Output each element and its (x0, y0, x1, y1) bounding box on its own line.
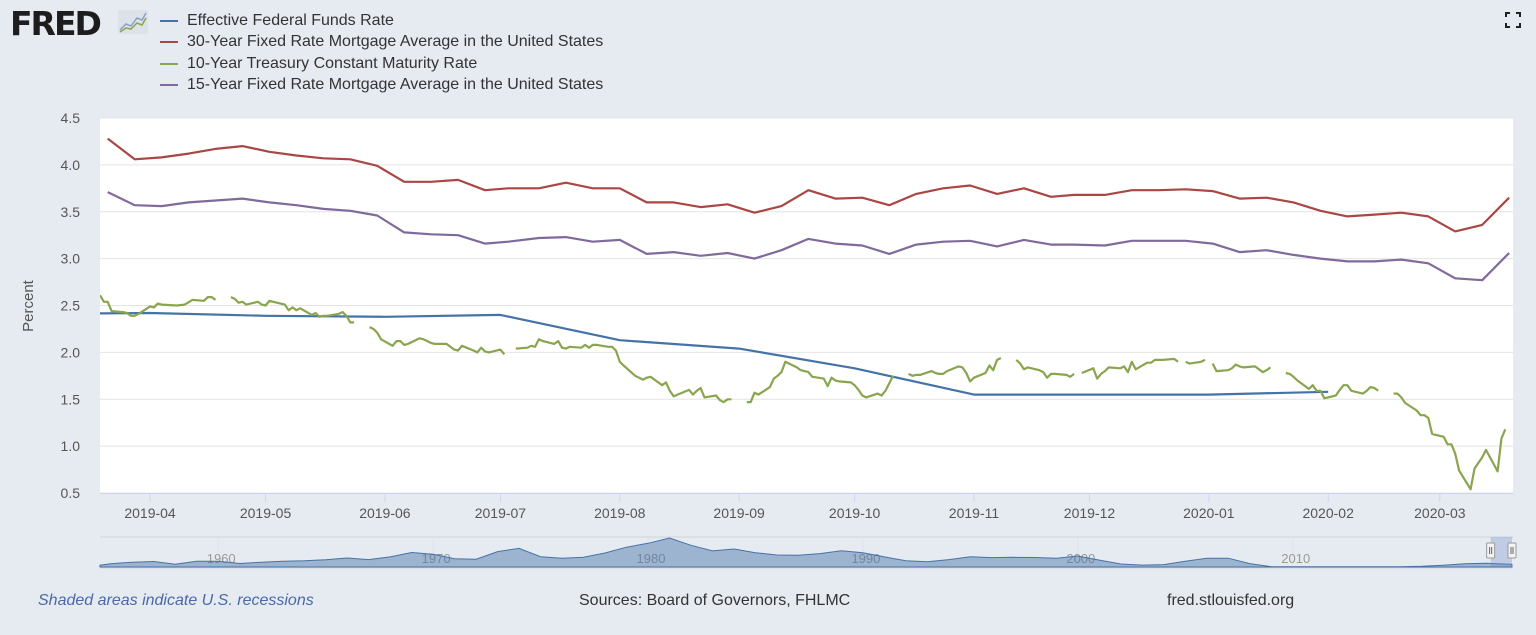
series-treasury-10yr-line[interactable] (100, 294, 1507, 491)
x-tick-label: 2020-01 (1183, 505, 1235, 521)
legend-label: 10-Year Treasury Constant Maturity Rate (187, 54, 478, 72)
navigator-tick-label: 2000 (1066, 551, 1095, 566)
navigator-selection[interactable] (1490, 537, 1512, 567)
chart-legend: Effective Federal Funds Rate 30-Year Fix… (160, 10, 603, 96)
legend-label: 15-Year Fixed Rate Mortgage Average in t… (187, 76, 604, 94)
y-tick-label: 4.5 (61, 110, 81, 126)
navigator-tick-label: 1980 (637, 551, 666, 566)
legend-swatch (160, 62, 178, 65)
navigator-tick-label: 1970 (422, 551, 451, 566)
x-tick-label: 2019-11 (949, 505, 1000, 521)
recessions-note[interactable]: Shaded areas indicate U.S. recessions (38, 592, 314, 609)
fred-graph-icon (118, 10, 148, 34)
navigator-series-area (99, 537, 1513, 568)
y-tick-label: 1.5 (61, 391, 81, 407)
x-tick-label: 2020-03 (1414, 505, 1466, 521)
fullscreen-icon[interactable] (1505, 12, 1521, 28)
y-tick-label: 3.5 (61, 204, 81, 220)
navigator[interactable]: 196019701980199020002010 (99, 536, 1517, 569)
x-tick-label: 2019-05 (240, 505, 292, 521)
y-tick-label: 2.0 (61, 344, 81, 360)
navigator-handle-left[interactable] (1486, 542, 1496, 559)
navigator-handle-right[interactable] (1507, 542, 1517, 559)
legend-swatch (160, 84, 178, 87)
y-axis-label: Percent (20, 279, 37, 332)
y-tick-label: 4.0 (61, 157, 81, 173)
y-tick-label: 3.0 (61, 251, 81, 267)
legend-item-10yr-treasury[interactable]: 10-Year Treasury Constant Maturity Rate (160, 53, 603, 75)
sources-text: Sources: Board of Governors, FHLMC (579, 592, 851, 609)
series-fed-funds-line[interactable] (31, 311, 1329, 396)
series-mortgage-15yr-line[interactable] (107, 191, 1510, 282)
navigator-tick-label: 2010 (1281, 551, 1310, 566)
legend-item-fed-funds[interactable]: Effective Federal Funds Rate (160, 10, 603, 32)
legend-label: 30-Year Fixed Rate Mortgage Average in t… (187, 33, 604, 51)
x-tick-label: 2019-04 (124, 505, 176, 521)
y-tick-label: 1.0 (61, 438, 81, 454)
x-tick-label: 2019-10 (829, 505, 881, 521)
x-tick-label: 2019-08 (594, 505, 646, 521)
series-mortgage-30yr-line[interactable] (107, 137, 1510, 233)
fred-logo[interactable]: FRED (10, 4, 102, 43)
x-tick-label: 2019-09 (713, 505, 765, 521)
x-tick-label: 2020-02 (1302, 505, 1354, 521)
x-tick-label: 2019-12 (1064, 505, 1116, 521)
legend-swatch (160, 19, 178, 22)
x-tick-label: 2019-06 (359, 505, 411, 521)
legend-swatch (160, 41, 178, 44)
site-link[interactable]: fred.stlouisfed.org (1167, 592, 1295, 609)
legend-item-15yr-mortgage[interactable]: 15-Year Fixed Rate Mortgage Average in t… (160, 75, 603, 97)
y-tick-label: 2.5 (61, 298, 81, 314)
y-tick-label: 0.5 (61, 485, 81, 501)
legend-item-30yr-mortgage[interactable]: 30-Year Fixed Rate Mortgage Average in t… (160, 32, 603, 54)
x-tick-label: 2019-07 (475, 505, 527, 521)
fred-logo-text: FRED (10, 4, 102, 43)
legend-label: Effective Federal Funds Rate (187, 11, 394, 29)
